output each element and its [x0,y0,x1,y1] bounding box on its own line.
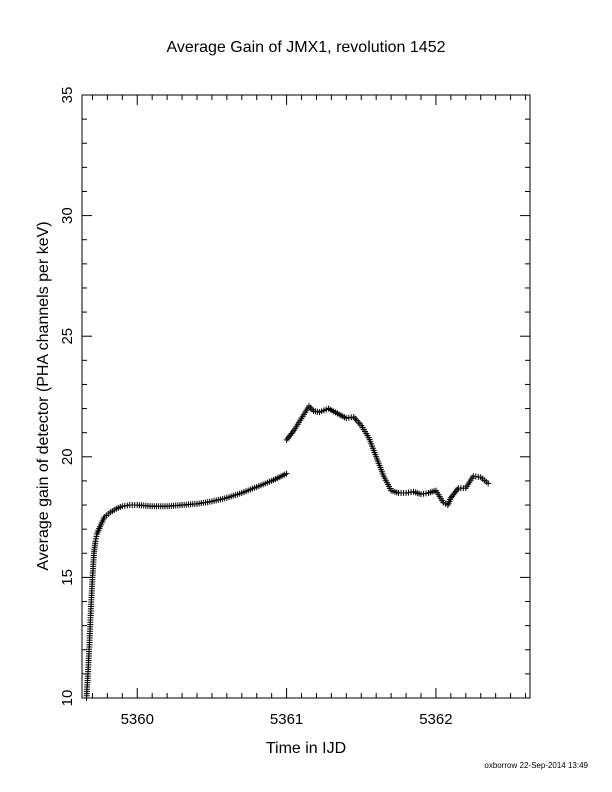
y-tick-label: 35 [59,87,76,104]
y-axis-label: Average gain of detector (PHA channels p… [35,221,52,570]
chart-title: Average Gain of JMX1, revolution 1452 [167,39,446,56]
tick-labels: 10 15 20 25 30 35 5360 5361 5362 [59,87,453,728]
footer-stamp: oxborrow 22-Sep-2014 13:49 [484,761,588,770]
x-tick-label: 5360 [121,711,154,728]
x-tick-label: 5361 [270,711,303,728]
data-points [83,403,492,701]
y-tick-label: 25 [59,328,76,345]
y-tick-label: 30 [59,207,76,224]
y-tick-label: 10 [59,690,76,707]
x-tick-label: 5362 [419,711,452,728]
axis-ticks [82,94,530,699]
data-point [485,480,492,487]
y-tick-label: 15 [59,569,76,586]
y-tick-label: 20 [59,448,76,465]
x-axis-label: Time in IJD [266,740,346,757]
plot-frame [81,94,531,699]
data-point [283,470,290,477]
